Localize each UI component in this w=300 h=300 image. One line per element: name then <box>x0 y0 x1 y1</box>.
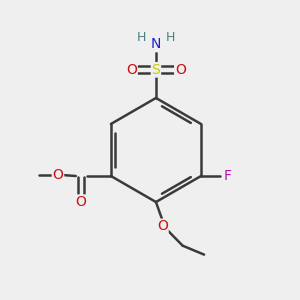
Text: O: O <box>126 63 137 77</box>
Text: O: O <box>157 219 168 233</box>
Text: O: O <box>175 63 186 77</box>
Text: S: S <box>152 63 160 77</box>
Text: F: F <box>223 169 231 183</box>
Text: O: O <box>76 195 87 209</box>
Text: N: N <box>151 38 161 52</box>
Text: H: H <box>166 32 176 44</box>
Text: H: H <box>136 32 146 44</box>
Text: O: O <box>52 168 63 182</box>
